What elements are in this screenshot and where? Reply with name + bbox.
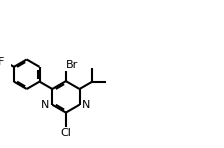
Text: N: N [41,100,50,110]
Text: Cl: Cl [60,128,71,138]
Text: F: F [0,57,5,67]
Text: Br: Br [66,60,79,70]
Text: N: N [82,100,90,110]
